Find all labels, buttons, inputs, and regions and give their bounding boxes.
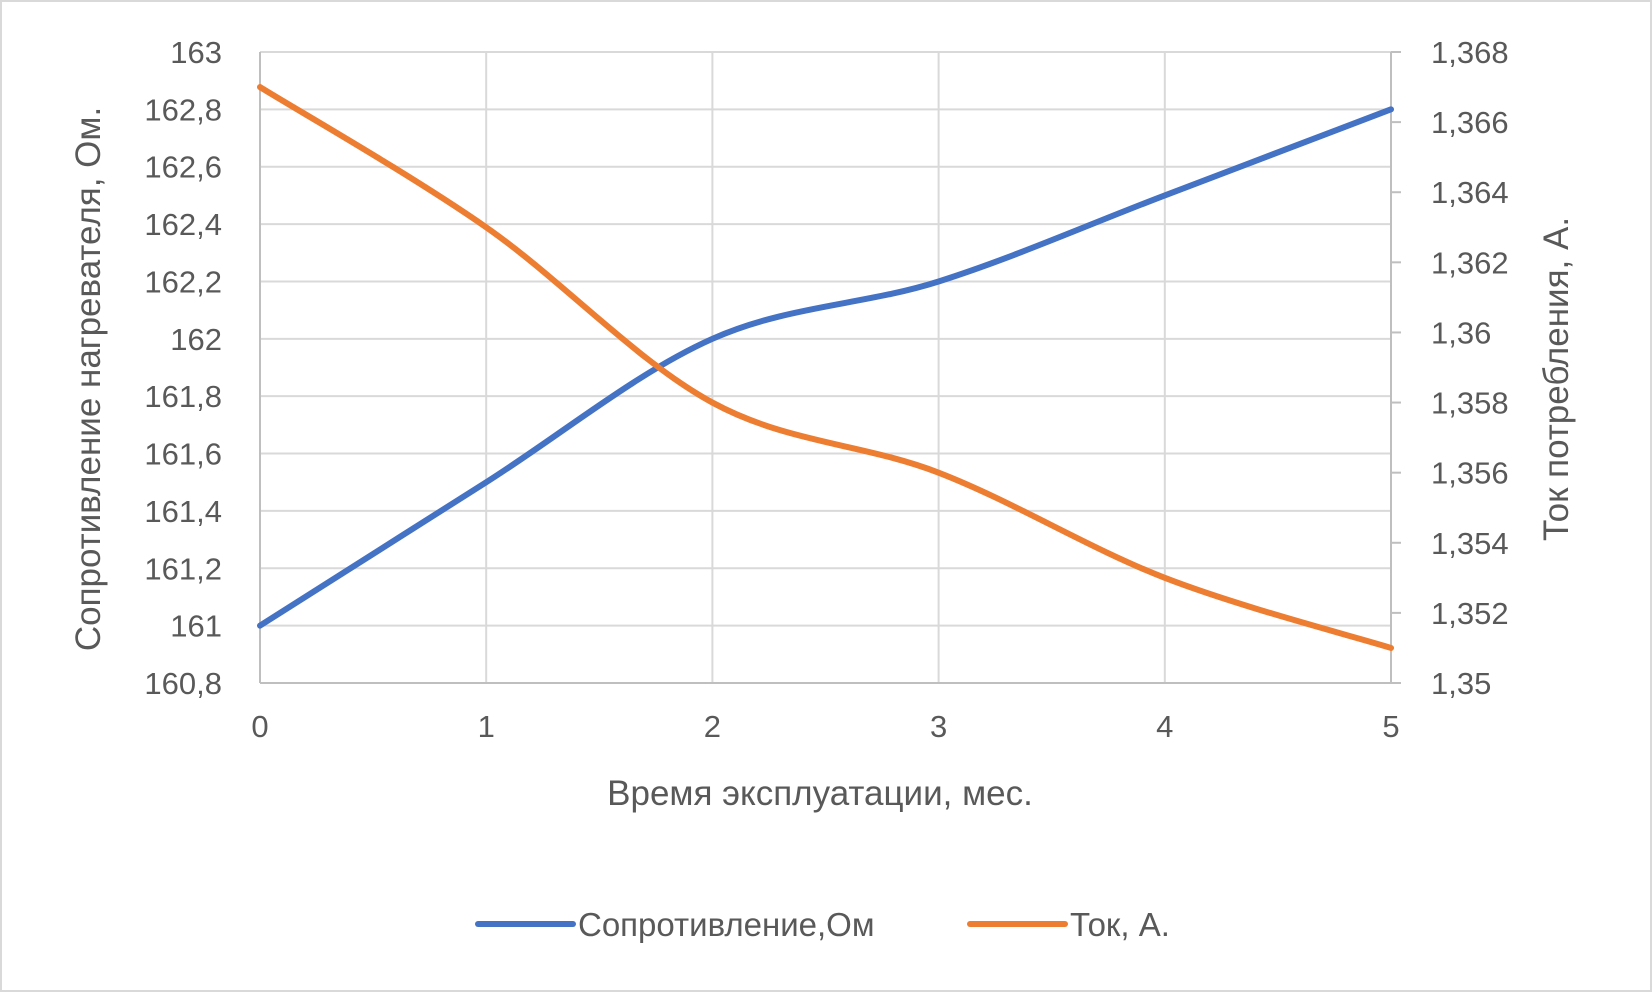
y2-tick-label: 1,366 [1431,105,1509,140]
y2-tick-label: 1,368 [1431,35,1509,70]
legend-label-2: Ток, А. [1070,906,1170,943]
y-tick-label: 161 [170,609,222,644]
y-axis-title-left: Сопротивление нагревателя, Ом. [69,107,108,651]
x-tick-label: 3 [930,709,947,744]
y-tick-label: 162,6 [144,150,222,185]
y-tick-label: 162,8 [144,92,222,127]
y2-tick-label: 1,352 [1431,596,1509,631]
tick-labels: 163 162,8 162,6 162,4 162,2 162 161,8 161,6 161,… [144,35,1508,744]
y2-tick-label: 1,354 [1431,526,1509,561]
x-axis-title: Время эксплуатации, мес. [607,774,1033,813]
y-tick-label: 162,4 [144,207,222,242]
y2-tick-label: 1,364 [1431,175,1509,210]
y-tick-label: 161,2 [144,551,222,586]
legend: Сопротивление,Ом Ток, А. [475,906,1170,943]
y-tick-label: 160,8 [144,666,222,701]
axes [259,51,1401,684]
x-tick-label: 4 [1156,709,1173,744]
y-tick-label: 161,6 [144,437,222,472]
y-tick-label: 162 [170,322,222,357]
x-tick-label: 1 [478,709,495,744]
x-tick-label: 2 [704,709,721,744]
y2-tick-label: 1,358 [1431,386,1509,421]
y-axis-title-right: Ток потребления, А. [1537,217,1576,541]
y-tick-label: 161,4 [144,494,222,529]
x-tick-label: 0 [251,709,268,744]
y2-tick-label: 1,356 [1431,456,1509,491]
y2-tick-label: 1,35 [1431,666,1491,701]
y2-tick-label: 1,36 [1431,315,1491,350]
y-tick-label: 162,2 [144,264,222,299]
series-line-1 [257,106,1394,629]
y2-tick-label: 1,362 [1431,245,1509,280]
x-tick-label: 5 [1382,709,1399,744]
legend-label-1: Сопротивление,Ом [578,906,875,943]
series-line-2 [257,84,1394,651]
series-group [257,84,1394,651]
y-tick-label: 163 [170,35,222,70]
y-tick-label: 161,8 [144,379,222,414]
